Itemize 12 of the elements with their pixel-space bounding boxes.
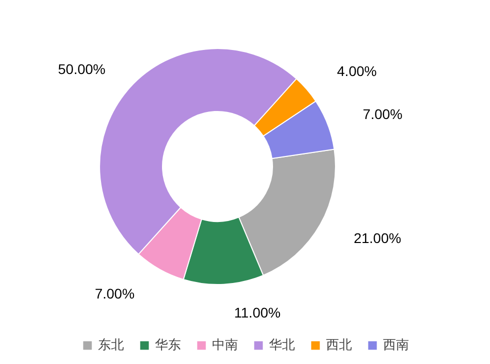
legend-label: 东北 [98,336,124,354]
data-label: 4.00% [337,63,377,80]
data-label: 7.00% [362,106,403,122]
data-label: 11.00% [234,304,281,320]
legend-label: 华北 [269,336,295,354]
legend-label: 西北 [326,336,352,354]
data-label: 7.00% [94,286,135,302]
legend-label: 华东 [155,336,181,354]
data-label: 50.00% [58,60,106,77]
legend-label: 中南 [212,336,238,354]
data-label: 21.00% [354,230,402,246]
legend-label: 西南 [383,336,409,354]
